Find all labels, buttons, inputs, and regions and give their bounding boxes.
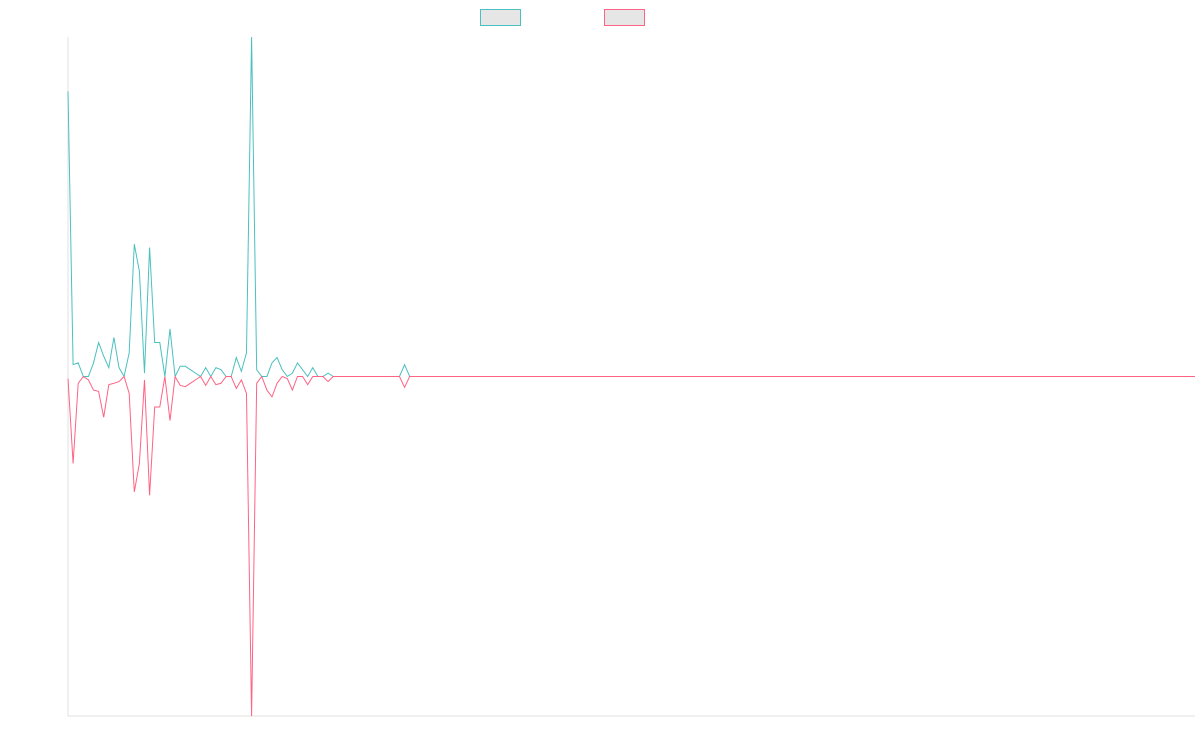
legend-swatch — [480, 9, 521, 26]
series-line — [67, 36, 1195, 379]
legend-swatch — [604, 9, 645, 26]
series-line — [67, 374, 1195, 717]
